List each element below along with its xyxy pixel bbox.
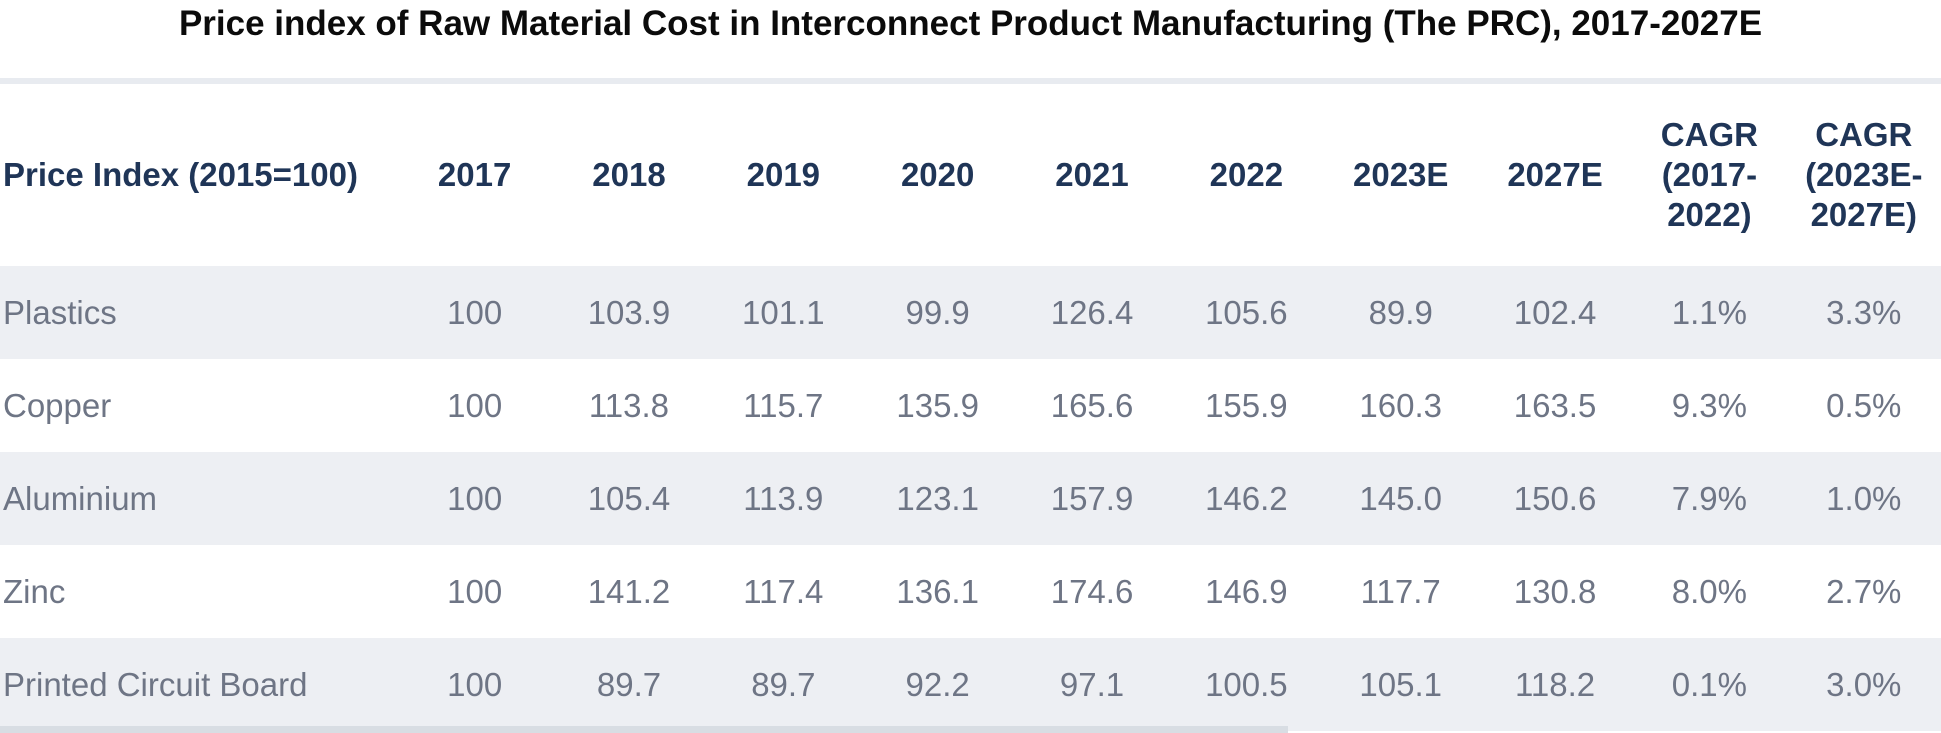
value-cell: 135.9 bbox=[896, 386, 979, 424]
value-cell: 117.7 bbox=[1360, 572, 1441, 610]
value-cell: 100 bbox=[447, 572, 503, 610]
value-cell: 99.9 bbox=[860, 266, 1015, 359]
value-cell: 89.9 bbox=[1323, 266, 1478, 359]
bottom-strip bbox=[0, 726, 1288, 733]
value-cell: 163.5 bbox=[1513, 386, 1597, 424]
value-cell: 118.2 bbox=[1477, 638, 1633, 731]
material-label: Plastics bbox=[0, 266, 398, 359]
value-cell: 100.5 bbox=[1169, 638, 1324, 731]
material-label: Zinc bbox=[3, 572, 66, 610]
value-cell: 100 bbox=[447, 386, 503, 424]
column-header: 2020 bbox=[900, 155, 975, 193]
value-cell: 9.3% bbox=[1671, 386, 1747, 424]
value-cell: 155.9 bbox=[1205, 386, 1288, 424]
material-label: Aluminium bbox=[0, 452, 398, 545]
value-cell: 97.1 bbox=[1014, 638, 1170, 731]
table-title: Price index of Raw Material Cost in Inte… bbox=[178, 4, 1763, 43]
value-cell: 8.0% bbox=[1671, 572, 1747, 610]
table-row: Printed Circuit Board 100 89.7 89.7 92.2 97.1… bbox=[0, 638, 1941, 731]
column-header: 2019 bbox=[746, 155, 821, 193]
value-cell: 1.0% bbox=[1786, 452, 1941, 545]
table-row: Copper 100 113.8 115.7 135.9 165.6 155.9 160.3 1… bbox=[0, 359, 1941, 452]
value-cell: 3.3% bbox=[1786, 266, 1941, 359]
value-cell: 1.1% bbox=[1632, 266, 1787, 359]
table-row: Aluminium 100 105.4 113.9 123.1 157.9 146.2 145… bbox=[0, 452, 1941, 545]
value-cell: 3.0% bbox=[1786, 638, 1941, 731]
value-cell: 100 bbox=[397, 266, 552, 359]
column-header: 2018 bbox=[592, 155, 666, 193]
value-cell: 165.6 bbox=[1050, 386, 1134, 424]
value-cell: 136.1 bbox=[896, 572, 979, 610]
value-cell: 141.2 bbox=[587, 572, 671, 610]
value-cell: 123.1 bbox=[860, 452, 1015, 545]
value-cell: 89.7 bbox=[551, 638, 707, 731]
column-header-price-index: Price Index (2015=100) bbox=[3, 155, 358, 193]
value-cell: 105.6 bbox=[1169, 266, 1324, 359]
value-cell: 113.9 bbox=[706, 452, 861, 545]
value-cell: 100 bbox=[397, 638, 552, 731]
value-cell: 105.1 bbox=[1323, 638, 1478, 731]
value-cell: 160.3 bbox=[1359, 386, 1442, 424]
value-cell: 145.0 bbox=[1323, 452, 1478, 545]
value-cell: 105.4 bbox=[551, 452, 707, 545]
column-header: CAGR (2017- 2022) bbox=[1660, 115, 1758, 234]
value-cell: 146.9 bbox=[1205, 572, 1288, 610]
value-cell: 89.7 bbox=[706, 638, 861, 731]
value-cell: 2.7% bbox=[1826, 572, 1902, 610]
value-cell: 146.2 bbox=[1169, 452, 1324, 545]
value-cell: 150.6 bbox=[1477, 452, 1633, 545]
column-header: 2027E bbox=[1507, 155, 1603, 193]
column-header: CAGR (2023E- 2027E) bbox=[1805, 115, 1923, 234]
value-cell: 102.4 bbox=[1477, 266, 1633, 359]
material-label: Copper bbox=[3, 386, 112, 424]
price-index-table: Price Index (2015=100) 2017 2018 2019 2020 20… bbox=[0, 84, 1941, 731]
value-cell: 130.8 bbox=[1513, 572, 1597, 610]
table-row: Plastics 100 103.9 101.1 99.9 126.4 105.6 89.9 1… bbox=[0, 266, 1941, 359]
value-cell: 0.5% bbox=[1826, 386, 1902, 424]
column-header: 2022 bbox=[1209, 155, 1284, 193]
table-header: Price Index (2015=100) 2017 2018 2019 2020 20… bbox=[0, 84, 1941, 266]
value-cell: 0.1% bbox=[1632, 638, 1787, 731]
value-cell: 101.1 bbox=[706, 266, 861, 359]
value-cell: 115.7 bbox=[743, 386, 824, 424]
title-divider bbox=[0, 78, 1941, 84]
value-cell: 92.2 bbox=[860, 638, 1015, 731]
column-header: 2023E bbox=[1352, 155, 1449, 193]
value-cell: 126.4 bbox=[1014, 266, 1170, 359]
value-cell: 7.9% bbox=[1632, 452, 1787, 545]
value-cell: 117.4 bbox=[743, 572, 824, 610]
material-label: Printed Circuit Board bbox=[0, 638, 398, 731]
table-row: Zinc 100 141.2 117.4 136.1 174.6 146.9 117.7 130… bbox=[0, 545, 1941, 638]
value-cell: 113.8 bbox=[588, 386, 670, 424]
table-body: Plastics 100 103.9 101.1 99.9 126.4 105.6 89.9 1… bbox=[0, 266, 1941, 731]
value-cell: 100 bbox=[397, 452, 552, 545]
column-header: 2017 bbox=[437, 155, 512, 193]
table-header-row: Price Index (2015=100) 2017 2018 2019 2020 20… bbox=[0, 84, 1941, 266]
value-cell: 174.6 bbox=[1050, 572, 1134, 610]
value-cell: 103.9 bbox=[551, 266, 707, 359]
value-cell: 157.9 bbox=[1014, 452, 1170, 545]
column-header: 2021 bbox=[1055, 155, 1129, 193]
